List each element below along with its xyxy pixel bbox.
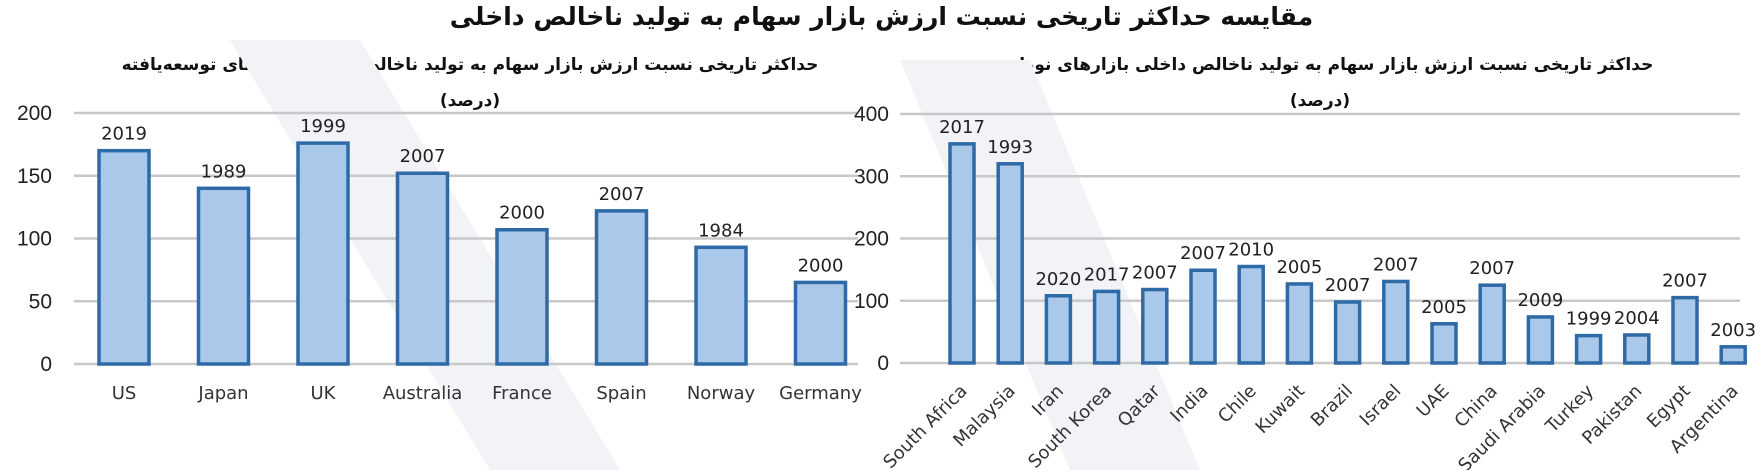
right-chart-title-text: حداکثر تاریخی نسبت ارزش بازار سهام به تو… bbox=[986, 55, 1654, 75]
data-label: 1999 bbox=[1566, 309, 1612, 330]
data-label: 2007 bbox=[1180, 243, 1226, 264]
data-label: 2017 bbox=[1084, 264, 1130, 285]
bar bbox=[694, 245, 748, 366]
x-tick-label: US bbox=[112, 383, 137, 404]
bar bbox=[948, 142, 976, 365]
data-label: 2000 bbox=[499, 203, 545, 224]
x-tick-label: Japan bbox=[197, 383, 248, 404]
data-label: 2000 bbox=[798, 255, 844, 276]
bar bbox=[1478, 283, 1506, 365]
x-tick-label: India bbox=[1166, 381, 1212, 427]
data-label: 1993 bbox=[987, 137, 1033, 158]
bar bbox=[1430, 322, 1458, 365]
data-label: 2007 bbox=[1132, 263, 1178, 284]
y-tick-label: 100 bbox=[854, 290, 889, 313]
x-tick-label: Israel bbox=[1356, 381, 1406, 431]
x-tick-label: UAE bbox=[1413, 381, 1454, 422]
data-label: 2003 bbox=[1710, 320, 1756, 341]
bar bbox=[793, 280, 848, 366]
bar bbox=[996, 162, 1024, 365]
bar bbox=[395, 171, 450, 366]
left-chart-subtitle: (درصد) bbox=[439, 91, 501, 111]
y-tick-label: 0 bbox=[877, 352, 889, 375]
y-tick-label: 200 bbox=[854, 228, 889, 251]
y-tick-label: 0 bbox=[40, 353, 52, 376]
bar bbox=[1382, 279, 1410, 365]
y-tick-label: 200 bbox=[17, 102, 52, 125]
right-chart-title: حداکثر تاریخی نسبت ارزش بازار سهام به تو… bbox=[960, 47, 1680, 119]
bar bbox=[1623, 333, 1651, 365]
data-label: 2007 bbox=[1469, 258, 1515, 279]
bar bbox=[1526, 315, 1555, 365]
y-tick-label: 300 bbox=[854, 165, 889, 188]
bar bbox=[296, 141, 350, 366]
x-tick-label: South Africa bbox=[879, 381, 971, 470]
data-label: 2007 bbox=[1325, 275, 1371, 296]
x-tick-label: Germany bbox=[779, 383, 862, 404]
data-label: 2009 bbox=[1517, 290, 1563, 311]
bar bbox=[1719, 345, 1747, 365]
bar bbox=[1092, 289, 1121, 365]
bar bbox=[1141, 287, 1169, 365]
data-label: 2007 bbox=[1662, 271, 1708, 292]
y-tick-label: 50 bbox=[29, 290, 52, 313]
y-tick-label: 400 bbox=[854, 103, 889, 126]
data-label: 2007 bbox=[1373, 254, 1419, 275]
right-chart-subtitle: (درصد) bbox=[1289, 91, 1351, 111]
bar bbox=[196, 186, 251, 366]
y-tick-label: 100 bbox=[17, 228, 52, 251]
developed-markets-chart: 0 50 100 150 200 2019 US 1989 Japan 1999 UK 2007 Aus… bbox=[17, 102, 862, 404]
x-tick-label: Spain bbox=[596, 383, 646, 404]
data-label: 2007 bbox=[599, 184, 645, 205]
main-title: مقایسه حداکثر تاریخی نسبت ارزش بازار سها… bbox=[449, 2, 1314, 31]
bar bbox=[1671, 295, 1699, 365]
data-label: 2017 bbox=[939, 117, 985, 138]
bar bbox=[97, 148, 151, 366]
data-label: 2005 bbox=[1276, 257, 1322, 278]
data-label: 2010 bbox=[1228, 240, 1274, 261]
x-tick-label: Australia bbox=[383, 383, 463, 404]
data-label: 2005 bbox=[1421, 297, 1467, 318]
bar bbox=[1285, 282, 1314, 365]
bar bbox=[1044, 294, 1073, 365]
data-label: 2004 bbox=[1614, 308, 1660, 329]
x-tick-label: UK bbox=[311, 383, 337, 404]
bar bbox=[1237, 264, 1265, 365]
data-label: 1989 bbox=[201, 161, 247, 182]
data-label: 2020 bbox=[1035, 269, 1081, 290]
bar bbox=[1574, 333, 1603, 365]
y-tick-label: 150 bbox=[17, 165, 52, 188]
x-tick-label: France bbox=[492, 383, 552, 404]
bar bbox=[1333, 300, 1362, 365]
data-label: 1984 bbox=[698, 220, 744, 241]
x-tick-label: Brazil bbox=[1307, 381, 1357, 431]
x-tick-label: Kuwait bbox=[1252, 381, 1309, 438]
data-label: 2019 bbox=[101, 124, 147, 145]
bar bbox=[594, 209, 649, 366]
x-tick-label: Norway bbox=[687, 383, 756, 404]
data-label: 1999 bbox=[300, 116, 346, 137]
bar bbox=[495, 227, 549, 366]
data-label: 2007 bbox=[400, 146, 446, 167]
bar bbox=[1189, 268, 1217, 365]
